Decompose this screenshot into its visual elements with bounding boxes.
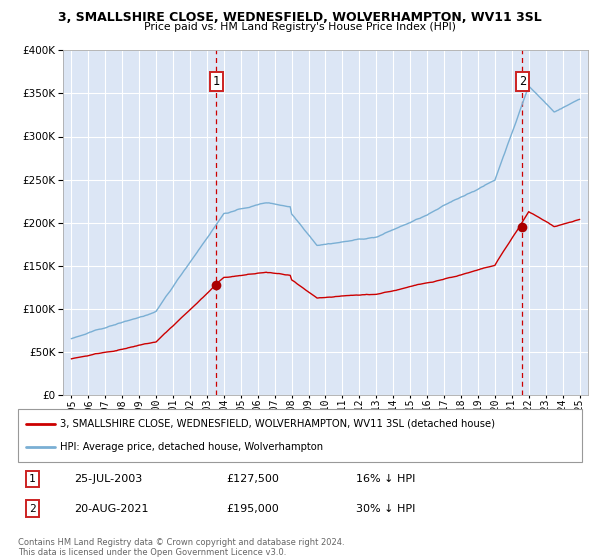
Text: £127,500: £127,500	[227, 474, 280, 484]
FancyBboxPatch shape	[18, 409, 582, 462]
Text: 3, SMALLSHIRE CLOSE, WEDNESFIELD, WOLVERHAMPTON, WV11 3SL: 3, SMALLSHIRE CLOSE, WEDNESFIELD, WOLVER…	[58, 11, 542, 24]
Text: Price paid vs. HM Land Registry's House Price Index (HPI): Price paid vs. HM Land Registry's House …	[144, 22, 456, 32]
Text: £195,000: £195,000	[227, 503, 280, 514]
Text: 2: 2	[519, 75, 526, 88]
Text: 3, SMALLSHIRE CLOSE, WEDNESFIELD, WOLVERHAMPTON, WV11 3SL (detached house): 3, SMALLSHIRE CLOSE, WEDNESFIELD, WOLVER…	[60, 419, 496, 429]
Text: 16% ↓ HPI: 16% ↓ HPI	[356, 474, 416, 484]
Text: HPI: Average price, detached house, Wolverhampton: HPI: Average price, detached house, Wolv…	[60, 442, 323, 452]
Text: 25-JUL-2003: 25-JUL-2003	[74, 474, 143, 484]
Text: 30% ↓ HPI: 30% ↓ HPI	[356, 503, 416, 514]
Text: 1: 1	[29, 474, 35, 484]
Text: 1: 1	[213, 75, 220, 88]
Text: 20-AUG-2021: 20-AUG-2021	[74, 503, 149, 514]
Text: Contains HM Land Registry data © Crown copyright and database right 2024.
This d: Contains HM Land Registry data © Crown c…	[18, 538, 344, 557]
Text: 2: 2	[29, 503, 35, 514]
